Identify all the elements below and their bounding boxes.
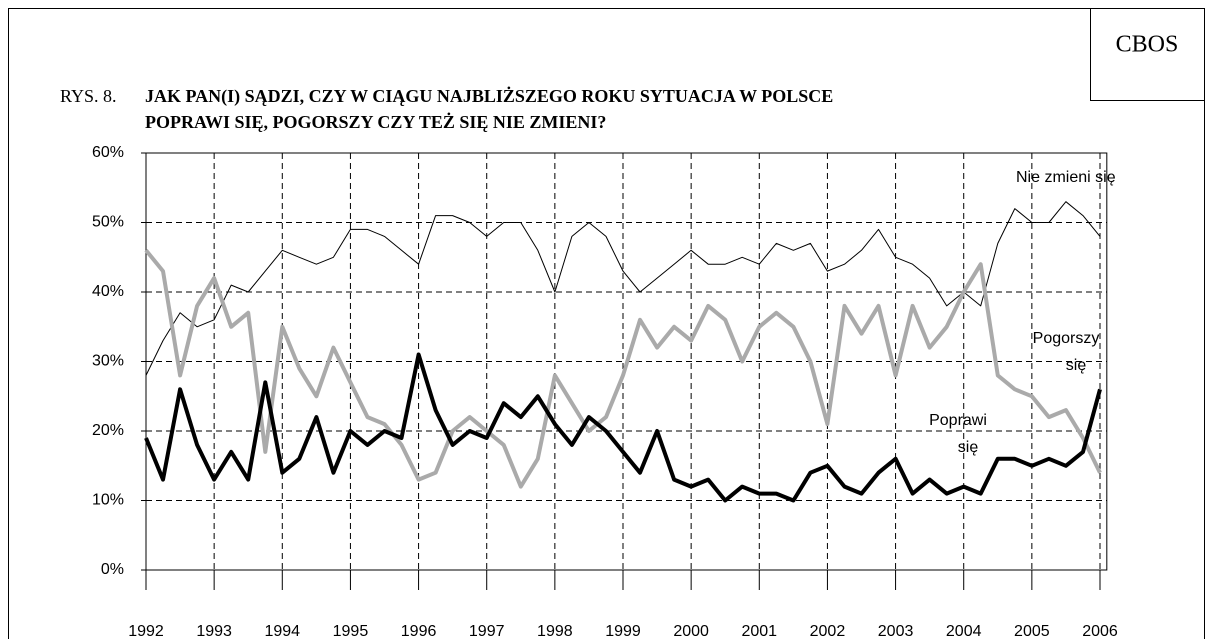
x-tick-label: 1997 xyxy=(469,623,505,639)
x-tick-label: 1992 xyxy=(128,623,164,639)
x-tick-label: 2000 xyxy=(673,623,709,639)
x-tick-label: 2005 xyxy=(1014,623,1050,639)
source-box xyxy=(1090,8,1205,101)
chart-title: POPRAWI SIĘ, POGORSZY CZY TEŻ SIĘ NIE ZM… xyxy=(145,112,606,132)
x-tick-label: 1993 xyxy=(196,623,232,639)
source: CBOS xyxy=(1116,32,1179,58)
x-tick-label: 2001 xyxy=(741,623,777,639)
y-tick-label: 10% xyxy=(92,492,124,509)
series-label: Nie zmieni się xyxy=(1016,169,1116,186)
x-tick-label: 2003 xyxy=(878,623,914,639)
y-tick-label: 50% xyxy=(92,214,124,231)
line xyxy=(144,352,1102,503)
x-tick-label: 1995 xyxy=(333,623,369,639)
y-tick-label: 30% xyxy=(92,353,124,370)
series-label: Pogorszy się xyxy=(1033,330,1100,374)
x-tick-label: 1994 xyxy=(264,623,300,639)
series-label: Poprawi się xyxy=(929,412,987,456)
frame xyxy=(8,8,1205,639)
x-tick-label: 2006 xyxy=(1082,623,1118,639)
line xyxy=(144,249,1102,489)
figure-label: RYS. 8. xyxy=(60,86,117,106)
y-tick-label: 20% xyxy=(92,422,124,439)
y-tick-label: 0% xyxy=(101,561,124,578)
x-tick-label: 1998 xyxy=(537,623,573,639)
x-tick-label: 2002 xyxy=(810,623,846,639)
x-tick-label: 1996 xyxy=(401,623,437,639)
line xyxy=(145,201,1101,376)
x-tick-label: 1999 xyxy=(605,623,641,639)
y-tick-label: 40% xyxy=(92,283,124,300)
y-tick-label: 60% xyxy=(92,144,124,161)
chart-title: JAK PAN(I) SĄDZI, CZY W CIĄGU NAJBLIŻSZE… xyxy=(145,86,833,107)
x-tick-label: 2004 xyxy=(946,623,982,639)
